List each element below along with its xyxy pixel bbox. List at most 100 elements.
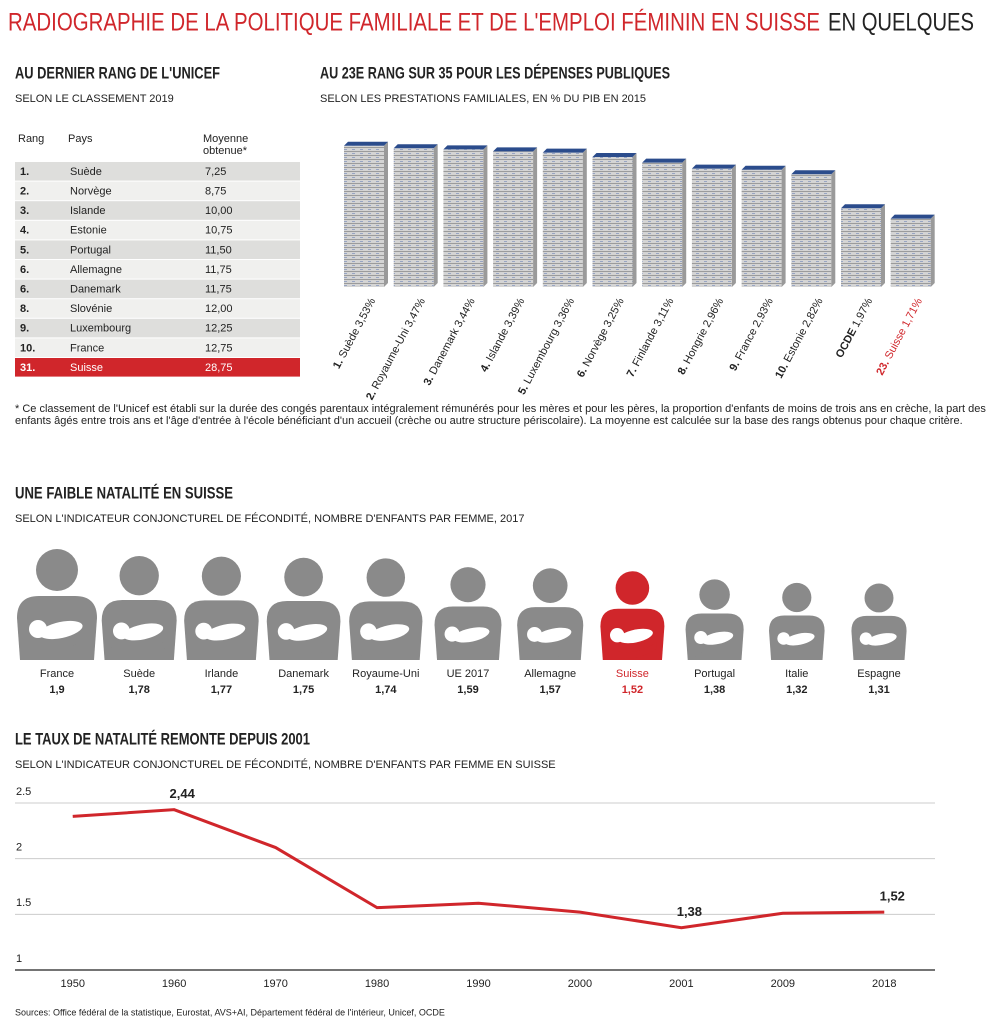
paper-stack [841, 204, 885, 287]
x-tick-label: 2009 [771, 978, 795, 990]
table-cell: 8. [20, 303, 29, 315]
icon-baby-head [694, 630, 708, 645]
bar-label: 8.Hongrie2,96% [676, 296, 727, 377]
stack-front [691, 168, 732, 287]
icon-baby-head [610, 628, 625, 643]
category: Hongrie [681, 326, 710, 366]
table-cell: 12,75 [205, 342, 233, 354]
column-header: Rang [18, 133, 44, 145]
stack-side [930, 214, 935, 287]
bar-label: 9.France2,93% [727, 296, 776, 373]
x-tick-label: 1980 [365, 978, 389, 990]
table-cell: Norvège [70, 186, 112, 198]
paper-stack [493, 147, 538, 287]
bar-label: OCDE1,97% [834, 296, 876, 360]
paper-stack [890, 214, 935, 287]
person-icon [101, 556, 177, 660]
stack-top [642, 158, 687, 163]
table-cell: 11,75 [205, 264, 232, 276]
icon-head [864, 583, 894, 613]
icon-baby-head [360, 623, 377, 640]
value-label: 3,25% [601, 296, 626, 329]
value-label: 1,74 [375, 684, 397, 696]
value-label: 3,39% [502, 296, 527, 329]
person-icon [434, 567, 502, 660]
paper-stack [691, 164, 736, 287]
icon-head [615, 571, 650, 605]
category: Luxembourg [522, 326, 561, 386]
stack-front [592, 157, 633, 287]
table-cell: Allemagne [70, 264, 122, 276]
paper-stack [791, 170, 836, 287]
table-row [15, 220, 300, 240]
category: France [733, 326, 760, 362]
value-label: 1,75 [293, 684, 314, 696]
table-cell: 5. [20, 244, 29, 256]
person-icon [769, 582, 825, 660]
category-label: Irlande [205, 668, 239, 680]
table-cell: Portugal [70, 244, 111, 256]
value-label: 1,77 [211, 684, 232, 696]
value-label: 1,71% [900, 296, 925, 329]
icon-head [532, 568, 568, 603]
value-label: 3,47% [403, 296, 428, 329]
y-tick-label: 2 [16, 842, 22, 854]
bar-label: 1.Suède3,53% [331, 296, 378, 371]
table-row [15, 338, 300, 357]
table-cell: Islande [70, 205, 105, 217]
table-cell: Suisse [70, 362, 103, 374]
y-tick-label: 2.5 [16, 786, 31, 798]
icon-head [119, 556, 159, 596]
chart-title: LE TAUX DE NATALITÉ REMONTE DEPUIS 2001 [15, 729, 310, 748]
column-header-text: Pays [68, 133, 93, 145]
category-label: Espagne [857, 668, 900, 680]
paper-stack [443, 145, 488, 287]
paper-stack [741, 165, 786, 287]
value-label: 3,53% [353, 296, 378, 329]
value-label: 1,78 [128, 684, 149, 696]
icon-arm [193, 639, 250, 659]
table-row [15, 181, 300, 201]
table-cell: 28,75 [205, 362, 233, 374]
note-text: * Ce classement de l'Unicef est établi s… [15, 403, 986, 427]
person-icon [184, 556, 259, 660]
x-tick-label: 2001 [669, 978, 693, 990]
table-row [15, 279, 300, 299]
icon-baby-head [277, 623, 295, 640]
table-cell: France [70, 342, 104, 354]
value-label: 1,31 [868, 684, 889, 696]
category-label: Italie [785, 668, 808, 680]
value-label: 2,82% [800, 296, 825, 329]
table-cell: Estonie [70, 225, 107, 237]
icon-baby-body [453, 627, 490, 643]
value-label: 3,44% [452, 296, 477, 329]
stack-top [393, 144, 438, 149]
stack-side [533, 147, 538, 287]
stack-top [841, 204, 885, 209]
bar-label: 2.Royaume-Uni3,47% [364, 296, 428, 402]
x-tick-label: 1960 [162, 978, 186, 990]
value-label: 1,97% [850, 296, 875, 329]
table-cell: 2. [20, 186, 29, 198]
stack-top [493, 147, 538, 152]
category-label: UE 2017 [447, 668, 490, 680]
table-cell: 6. [20, 284, 29, 296]
rank: 23. [874, 358, 892, 377]
table-cell: 1. [20, 166, 29, 178]
icon-head [366, 558, 406, 597]
category: Islande [484, 326, 511, 363]
bar-label: 23.Suisse1,71% [874, 296, 925, 377]
icon-baby-body [369, 624, 410, 641]
icon-baby-body [618, 628, 653, 644]
bar-label: 5.Luxembourg3,36% [516, 296, 577, 397]
icon-baby-head [777, 632, 790, 645]
icon-baby-head [112, 622, 130, 640]
table-cell: Danemark [70, 284, 121, 296]
person-icon [17, 549, 97, 660]
stack-top [443, 145, 488, 150]
table-cell: 10,00 [205, 205, 233, 217]
icon-baby-head [29, 620, 47, 638]
icon-head [36, 549, 78, 591]
icon-arm [275, 639, 332, 659]
